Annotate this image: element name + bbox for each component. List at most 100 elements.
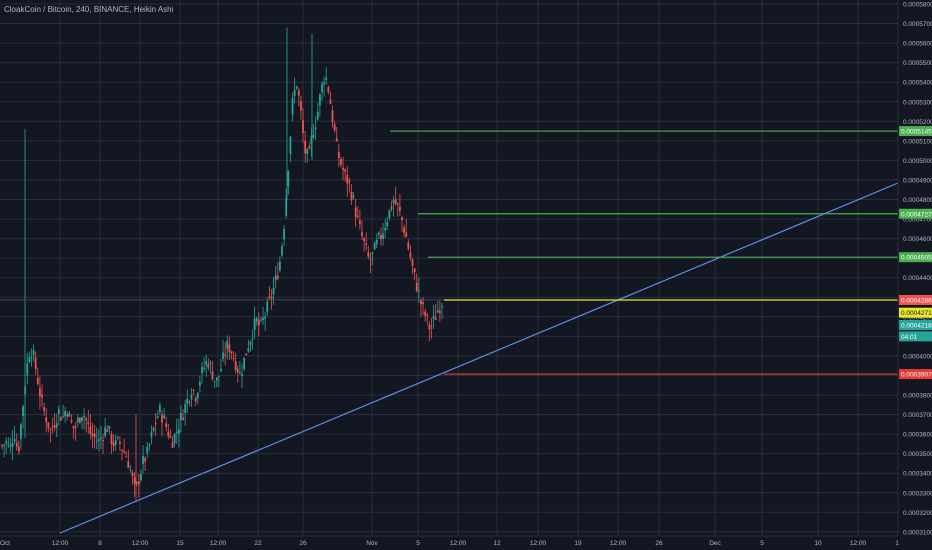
- candle-body: [293, 90, 296, 97]
- x-tick-label: 12: [493, 540, 501, 547]
- candle-body: [91, 433, 94, 436]
- candle-body: [318, 94, 321, 106]
- candle-body: [142, 455, 144, 465]
- candle-body: [281, 246, 283, 256]
- candle-body: [417, 290, 420, 292]
- candle-body: [95, 440, 98, 442]
- candle-body: [1, 445, 3, 447]
- candle-body: [180, 413, 182, 420]
- time-axis[interactable]: Oct 12:00 8 12:00 15 12:00 22 26 Nov 5 12:00 12 12:0…: [0, 540, 899, 547]
- candle-body: [310, 136, 313, 144]
- x-tick-label: 12:00: [132, 540, 149, 547]
- candle-body: [60, 417, 62, 421]
- candle-body: [438, 311, 441, 313]
- candle-body: [161, 414, 163, 423]
- candle-body: [140, 474, 142, 481]
- candle-body: [260, 319, 262, 321]
- price-tag-label: 0.0004218: [901, 323, 932, 330]
- candle-body: [380, 235, 382, 239]
- candle-body: [283, 229, 286, 240]
- candle-body: [127, 461, 130, 468]
- candle-body: [409, 252, 412, 259]
- candle-body: [171, 442, 174, 448]
- candle-body: [335, 138, 338, 141]
- candle-body: [215, 377, 218, 381]
- candle-body: [165, 423, 168, 428]
- y-tick-label: 0.0003700: [903, 412, 932, 419]
- y-tick-label: 0.0005200: [903, 119, 932, 126]
- candle-body: [133, 477, 136, 484]
- level-tag-label: 0.0003907: [901, 372, 932, 379]
- candle-body: [436, 310, 439, 313]
- candle-body: [422, 302, 424, 305]
- candle-body: [224, 354, 227, 356]
- candle-body: [196, 393, 199, 399]
- candle-body: [241, 374, 243, 377]
- candle-body: [304, 140, 307, 154]
- x-tick-label: 12:00: [610, 540, 627, 547]
- y-tick-label: 0.0005400: [903, 80, 932, 87]
- candle-body: [312, 134, 315, 138]
- price-axis[interactable]: 0.0005800 0.0005700 0.0005600 0.0005500 0.00…: [903, 2, 932, 537]
- candle-body: [64, 410, 67, 417]
- candle-body: [22, 406, 24, 417]
- candle-body: [129, 469, 132, 471]
- candle-body: [386, 221, 389, 227]
- candles: [1, 27, 443, 501]
- candle-body: [34, 357, 37, 369]
- candle-body: [302, 120, 304, 133]
- candle-body: [413, 268, 416, 273]
- candle-body: [333, 124, 336, 131]
- candle-body: [150, 432, 153, 438]
- level-tag-bg: [899, 126, 932, 137]
- candle-body: [434, 317, 437, 320]
- candle-body: [403, 227, 406, 233]
- candle-body: [297, 90, 300, 96]
- candle-body: [217, 375, 220, 377]
- candle-body: [146, 446, 149, 454]
- price-tag-label: 04:01: [901, 334, 918, 341]
- candle-body: [291, 98, 294, 115]
- candle-body: [342, 167, 344, 170]
- candle-body: [228, 344, 231, 352]
- x-tick-label: Oct: [0, 540, 10, 547]
- candle-body: [377, 232, 380, 235]
- candle-body: [7, 443, 10, 445]
- candle-body: [192, 389, 195, 391]
- candle-body: [287, 171, 290, 187]
- candle-body: [163, 415, 166, 419]
- y-tick-label: 0.0005700: [903, 21, 932, 28]
- x-tick-label: 12:00: [52, 540, 69, 547]
- candle-body: [83, 415, 86, 417]
- candle-body: [62, 416, 64, 418]
- level-tag-bg: [899, 369, 932, 380]
- price-tag-label: 0.0004271: [901, 310, 932, 317]
- candle-body: [289, 136, 292, 154]
- y-tick-label: 0.0004800: [903, 197, 932, 204]
- candle-body: [230, 351, 233, 354]
- price-tag-bg: [899, 294, 932, 305]
- x-tick-label: Dec: [709, 540, 721, 547]
- y-tick-label: 0.0005100: [903, 138, 932, 145]
- candle-body: [398, 206, 401, 212]
- x-tick-label: Nov: [366, 540, 378, 547]
- candle-body: [316, 112, 319, 120]
- candle-body: [131, 472, 134, 477]
- candle-body: [13, 439, 16, 442]
- price-tag-bg: [899, 331, 932, 342]
- candle-body: [116, 436, 119, 439]
- candle-body: [108, 426, 111, 429]
- candle-body: [78, 417, 81, 423]
- level-lines: [0, 130, 899, 534]
- candle-body: [390, 206, 393, 210]
- x-tick-label: 10: [814, 540, 822, 547]
- candle-body: [295, 86, 298, 89]
- candle-body: [87, 422, 90, 425]
- x-tick-label: 5: [416, 540, 420, 547]
- candle-body: [337, 151, 340, 158]
- candle-body: [28, 357, 31, 363]
- y-tick-label: 0.0005500: [903, 60, 932, 67]
- y-tick-label: 0.0003200: [903, 510, 932, 517]
- candle-body: [220, 368, 222, 372]
